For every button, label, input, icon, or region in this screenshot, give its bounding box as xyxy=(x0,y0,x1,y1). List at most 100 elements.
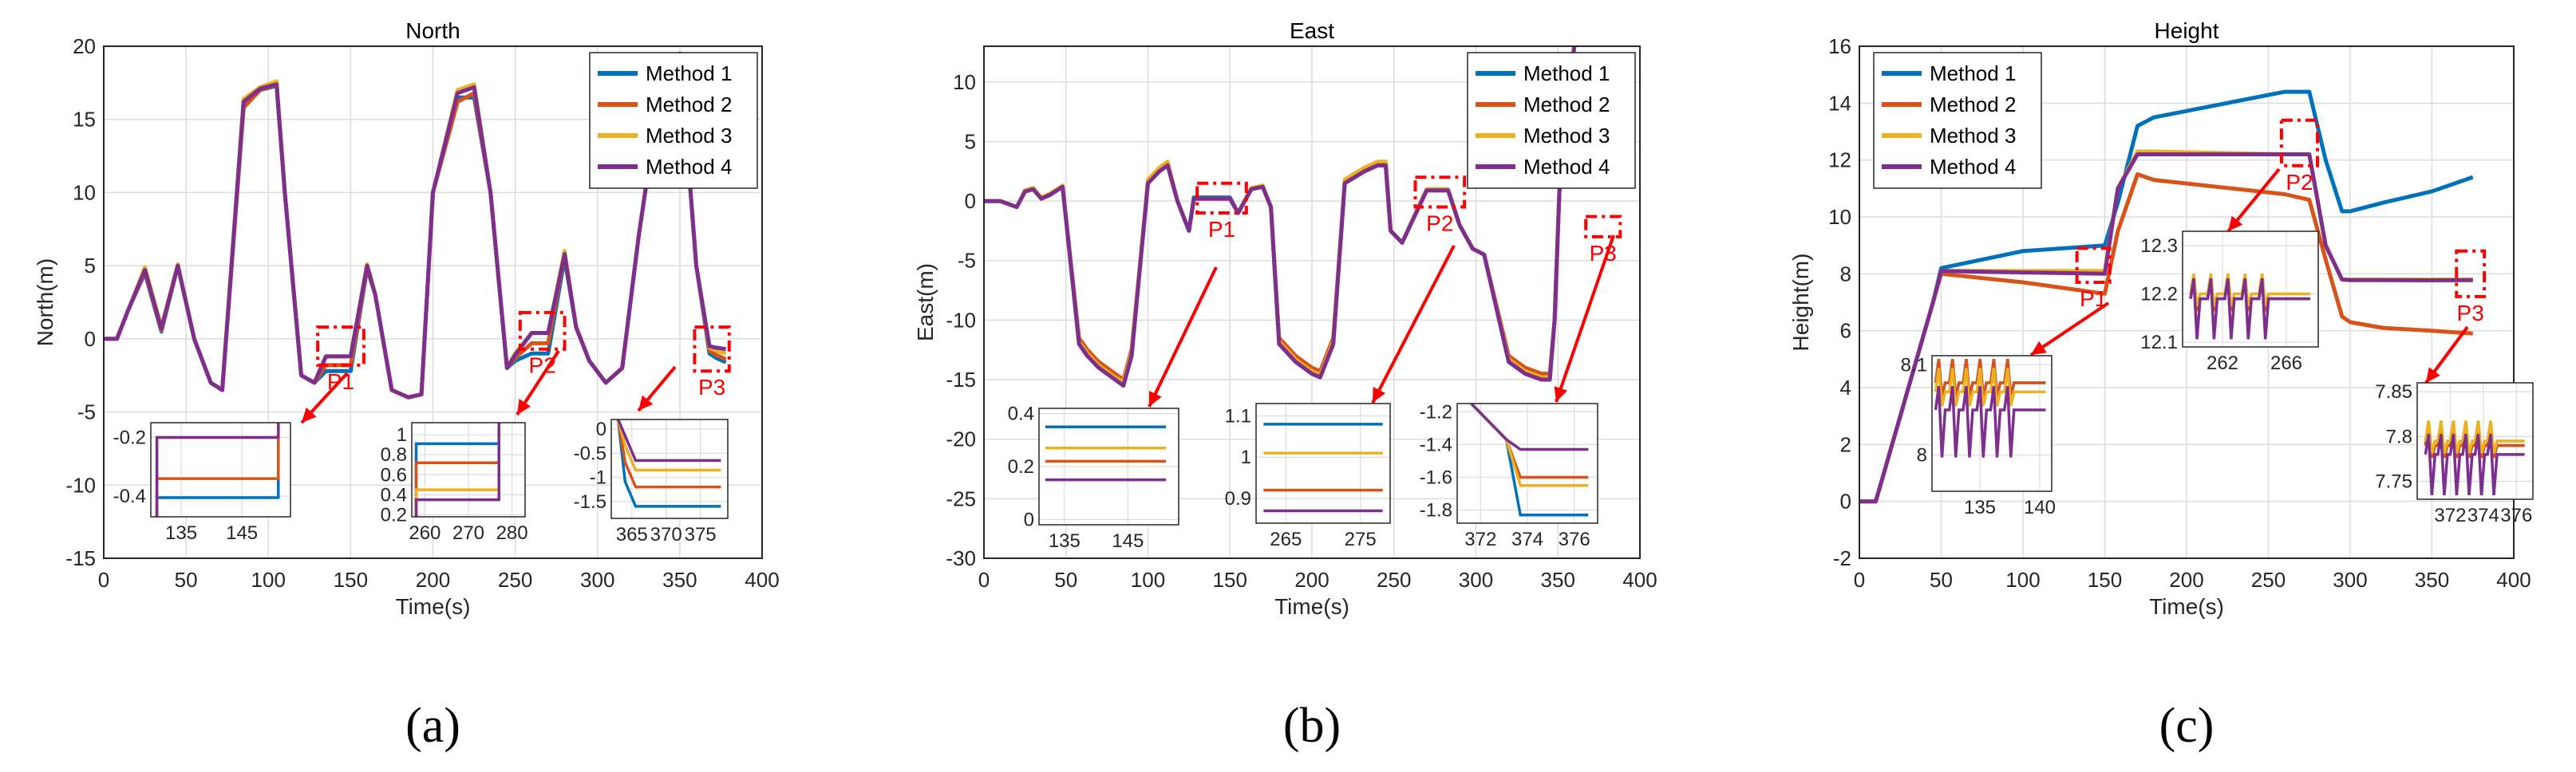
y-tick-label: 2 xyxy=(1840,432,1851,456)
inset-x-tick-label: 145 xyxy=(226,522,258,544)
inset-y-tick-label: 1 xyxy=(397,424,407,446)
x-tick-label: 200 xyxy=(1294,568,1329,592)
inset-series-line-3 xyxy=(616,419,721,472)
inset-y-tick-label: -0.2 xyxy=(113,427,146,448)
inset-frame xyxy=(150,422,291,518)
series-line-4 xyxy=(1859,152,2473,504)
legend-entry-3: Method 3 xyxy=(646,124,732,148)
inset-frame xyxy=(610,419,729,519)
y-tick-label: 20 xyxy=(73,34,96,58)
inset-series-line-2 xyxy=(616,419,721,489)
marker-label-p3: P3 xyxy=(2457,301,2484,325)
inset-y-tick-label: -1.5 xyxy=(574,491,606,513)
plot-frame xyxy=(983,45,1641,559)
marker-label-p2: P2 xyxy=(2286,170,2313,195)
inset-series-line-3 xyxy=(2424,420,2525,454)
zoom-arrowhead xyxy=(1554,386,1568,402)
inset-x-tick-label: 375 xyxy=(685,524,717,546)
inset-series-line-4 xyxy=(2189,278,2310,340)
chart-east: 0 50 100 150 200 250 300 350 400-30-25-20-15-10-… xyxy=(913,18,1657,753)
inset-y-tick-label: 0.2 xyxy=(1008,456,1034,478)
inset-x-tick-label: 280 xyxy=(496,522,528,544)
inset-series-line-4 xyxy=(616,419,721,463)
inset-series-line-4 xyxy=(1470,404,1589,451)
legend-entry-3: Method 3 xyxy=(1523,124,1610,148)
x-tick-label: 100 xyxy=(251,568,286,592)
y-tick-label: 14 xyxy=(1828,91,1851,115)
y-tick-label: -10 xyxy=(946,308,976,332)
zoom-arrow xyxy=(2029,301,2110,356)
y-tick-label: 0 xyxy=(85,327,96,351)
x-axis-label: Time(s) xyxy=(396,594,471,619)
x-axis-label: Time(s) xyxy=(1274,594,1349,619)
y-tick-label: 6 xyxy=(1840,319,1851,343)
inset-y-tick-label: -0.5 xyxy=(574,443,606,464)
x-axis-label: Time(s) xyxy=(2149,594,2224,619)
inset-frame xyxy=(1038,408,1179,526)
y-tick-label: -2 xyxy=(1833,546,1851,570)
y-axis-label: Height(m) xyxy=(1788,254,1813,352)
chart-title: East xyxy=(1290,18,1334,43)
inset-series-line-1 xyxy=(616,419,721,508)
x-tick-label: 150 xyxy=(334,568,368,592)
x-tick-label: 300 xyxy=(2333,568,2367,592)
y-tick-label: -10 xyxy=(65,473,96,497)
legend-entry-1: Method 1 xyxy=(1930,61,2016,85)
inset-y-tick-label: 8.1 xyxy=(1901,354,1927,376)
inset-x-tick-label: 262 xyxy=(2207,353,2238,374)
x-tick-label: 0 xyxy=(98,568,109,592)
legend: Method 1 Method 2 Method 3 Method 4 xyxy=(589,52,758,189)
chart-height: 0 50 100 150 200 250 300 350 400-20246810121416H… xyxy=(1788,18,2534,753)
inset-x-tick-label: 135 xyxy=(1049,530,1081,552)
y-tick-label: 5 xyxy=(85,254,96,278)
inset-y-tick-label: -1 xyxy=(590,467,606,489)
x-tick-label: 350 xyxy=(2415,568,2449,592)
inset-x-tick-label: 372 xyxy=(2434,505,2466,526)
panel-label: (c) xyxy=(2159,699,2214,753)
inset-y-tick-label: 7.85 xyxy=(2375,381,2412,403)
chart-north: 0 50 100 150 200 250 300 350 400-15-10-505101520… xyxy=(33,18,780,753)
x-tick-label: 200 xyxy=(416,568,450,592)
inset-y-tick-label: 0.6 xyxy=(381,464,407,486)
y-tick-label: 8 xyxy=(1840,262,1851,286)
inset-y-tick-label: 12.3 xyxy=(2140,235,2178,257)
y-tick-label: 10 xyxy=(953,70,976,94)
marker-label-p3: P3 xyxy=(698,375,725,400)
y-tick-label: 10 xyxy=(1828,205,1851,229)
inset-x-tick-label: 372 xyxy=(1464,529,1496,550)
x-tick-label: 50 xyxy=(1054,568,1077,592)
inset-x-tick-label: 135 xyxy=(165,522,197,544)
inset-frame xyxy=(1931,355,2053,492)
x-tick-label: 0 xyxy=(978,568,990,592)
legend-entry-3: Method 3 xyxy=(1930,124,2016,148)
inset-frame xyxy=(411,422,526,518)
marker-box-p1 xyxy=(316,325,365,367)
inset-1: 135 145 0 0.2 0.4 xyxy=(1008,404,1179,552)
plot-frame xyxy=(103,45,763,559)
inset-3: 372 374 376 7.75 7.8 7.85 xyxy=(2375,381,2534,526)
x-tick-label: 250 xyxy=(498,568,532,592)
legend-entry-2: Method 2 xyxy=(1523,93,1610,116)
y-tick-label: -20 xyxy=(946,427,976,451)
inset-y-tick-label: -1.8 xyxy=(1420,500,1452,522)
zoom-arrowhead xyxy=(638,395,654,411)
zoom-arrow xyxy=(1371,245,1456,404)
inset-series-line-4 xyxy=(2424,434,2525,496)
inset-2: 262 266 12.1 12.2 12.3 xyxy=(2140,230,2319,374)
y-axis-label: East(m) xyxy=(913,263,938,341)
inset-x-tick-label: 374 xyxy=(2467,505,2499,526)
x-tick-label: 100 xyxy=(2005,568,2040,592)
zoom-arrow xyxy=(1148,266,1218,408)
y-tick-label: 0 xyxy=(965,189,976,213)
y-tick-label: -5 xyxy=(77,400,96,424)
inset-y-tick-label: -1.4 xyxy=(1420,434,1452,455)
inset-2: 265 275 0.9 1 1.1 xyxy=(1225,403,1391,550)
inset-y-tick-label: 1.1 xyxy=(1225,406,1251,427)
x-tick-label: 200 xyxy=(2169,568,2203,592)
x-tick-label: 350 xyxy=(1541,568,1575,592)
inset-y-tick-label: 1 xyxy=(1241,447,1251,468)
zoom-arrowhead xyxy=(1373,387,1386,403)
plot-frame xyxy=(1859,45,2515,559)
legend-entry-4: Method 4 xyxy=(1523,155,1610,179)
inset-x-tick-label: 275 xyxy=(1345,529,1377,550)
